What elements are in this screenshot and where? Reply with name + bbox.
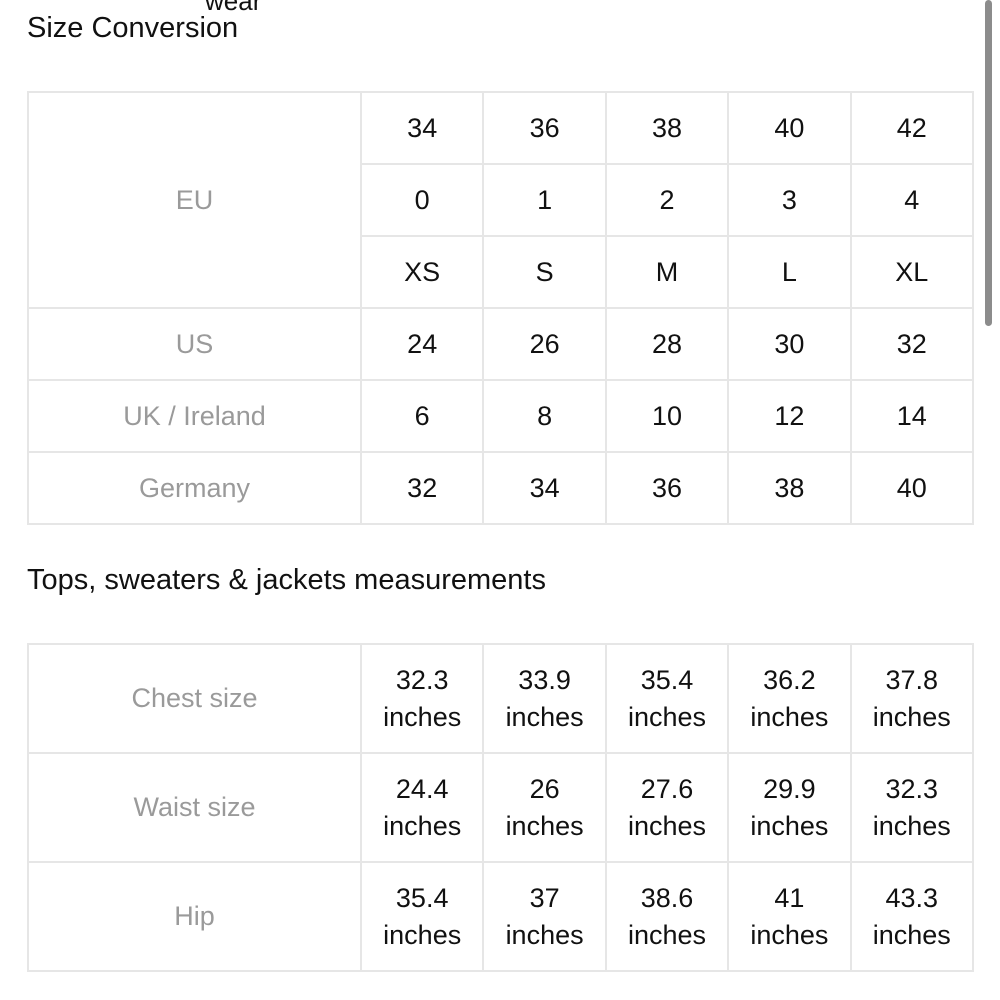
- table-row: EU 34 36 38 40 42: [27, 91, 975, 309]
- table-cell: 28: [604, 307, 730, 381]
- row-label: UK / Ireland: [27, 379, 362, 453]
- table-cell: 40: [727, 91, 852, 165]
- row-label: Chest size: [27, 643, 362, 754]
- table-cell: 24: [359, 307, 485, 381]
- row-label: EU: [27, 91, 362, 309]
- table-row: Chest size 32.3 inches 33.9 inches 35.4 inc…: [27, 643, 975, 754]
- table-cell: 26: [482, 307, 607, 381]
- table-cell: 37 inches: [482, 861, 607, 972]
- table-cell: 34: [359, 91, 485, 165]
- table-cell: 41 inches: [727, 861, 852, 972]
- measurement-table: Chest size 32.3 inches 33.9 inches 35.4 inc…: [27, 643, 975, 972]
- table-cell: 32.3 inches: [849, 752, 975, 863]
- table-cell: 4: [849, 163, 975, 237]
- table-cell: 32: [849, 307, 975, 381]
- table-cell: 38: [604, 91, 730, 165]
- table-cell: 40: [849, 451, 975, 525]
- table-cell: 24.4 inches: [359, 752, 485, 863]
- table-cell: XS: [359, 235, 485, 309]
- table-cell: 34: [482, 451, 607, 525]
- table-row: Hip 35.4 inches 37 inches 38.6 inches 41 inc…: [27, 861, 975, 972]
- size-table: EU 34 36 38 40 42 0 1 2 3 4 XS S M L XL US 24 26 28 30 32 UK /…: [27, 91, 975, 525]
- table-cell: 29.9 inches: [727, 752, 852, 863]
- table-cell: 36.2 inches: [727, 643, 852, 754]
- table-cell: 33.9 inches: [482, 643, 607, 754]
- table-cell: 42: [849, 91, 975, 165]
- table-cell: 38: [727, 451, 852, 525]
- table-cell: 32: [359, 451, 485, 525]
- table-cell: XL: [849, 235, 975, 309]
- table-row: Waist size 24.4 inches 26 inches 27.6 inche…: [27, 752, 975, 863]
- table-row: Germany 32 34 36 38 40: [27, 451, 975, 525]
- table-cell: 27.6 inches: [604, 752, 730, 863]
- table-cell: S: [482, 235, 607, 309]
- table-row: US 24 26 28 30 32: [27, 307, 975, 381]
- table-row: XS S M L XL: [28, 235, 975, 309]
- table-body: EU 34 36 38 40 42 0 1 2 3 4 XS S M L XL US 24 26 28 30 32 UK /…: [27, 91, 975, 525]
- table-cell: 3: [727, 163, 852, 237]
- table-cell: 14: [849, 379, 975, 453]
- row-label: Waist size: [27, 752, 362, 863]
- row-label: US: [27, 307, 362, 381]
- table-cell: 36: [482, 91, 607, 165]
- table-cell: 35.4 inches: [359, 861, 485, 972]
- table-cell: 43.3 inches: [849, 861, 975, 972]
- table-cell: M: [604, 235, 730, 309]
- section-title: Size Conversion: [27, 12, 239, 44]
- table-cell: L: [727, 235, 852, 309]
- row-label: Germany: [27, 451, 362, 525]
- table-cell: 37.8 inches: [849, 643, 975, 754]
- scrollbar: [985, 0, 992, 326]
- table-cell: 30: [727, 307, 852, 381]
- table-cell: 6: [359, 379, 485, 453]
- table-cell: 10: [604, 379, 730, 453]
- table-cell: 38.6 inches: [604, 861, 730, 972]
- header-fragment: wear: [205, 0, 262, 16]
- table-cell: 26 inches: [482, 752, 607, 863]
- table-row: UK / Ireland 6 8 10 12 14: [27, 379, 975, 453]
- row-label: Hip: [27, 861, 362, 972]
- table-cell: 0: [359, 163, 485, 237]
- table-cell: 32.3 inches: [359, 643, 485, 754]
- table-cell: 35.4 inches: [604, 643, 730, 754]
- table-cell: 36: [604, 451, 730, 525]
- table-body: Chest size 32.3 inches 33.9 inches 35.4 inc…: [27, 643, 975, 972]
- table-cell: 1: [482, 163, 607, 237]
- table-cell: 8: [482, 379, 607, 453]
- section-title: Tops, sweaters & jackets measurements: [27, 564, 546, 596]
- table-cell: 12: [727, 379, 852, 453]
- table-cell: 2: [604, 163, 730, 237]
